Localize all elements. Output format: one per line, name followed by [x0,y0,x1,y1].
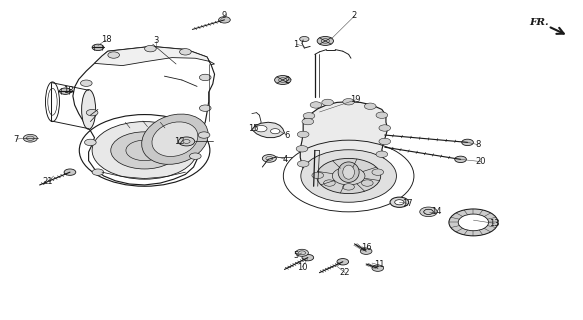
Circle shape [92,122,197,179]
Text: 22: 22 [340,268,350,277]
Circle shape [317,36,333,45]
Circle shape [297,161,309,167]
Circle shape [372,265,384,271]
Circle shape [324,180,335,186]
Circle shape [219,17,230,23]
Circle shape [199,74,211,81]
Circle shape [23,134,37,142]
Circle shape [376,112,388,118]
Circle shape [343,184,354,190]
Circle shape [108,52,120,58]
Ellipse shape [152,122,198,156]
Circle shape [455,156,466,163]
Circle shape [372,169,384,175]
Text: 6: 6 [284,131,290,140]
Text: 18: 18 [64,86,74,95]
Circle shape [271,129,280,134]
Circle shape [296,249,308,256]
Text: 4: 4 [283,155,289,164]
Text: 8: 8 [475,140,481,149]
Circle shape [317,158,381,194]
Circle shape [85,139,96,146]
Ellipse shape [338,162,359,182]
Circle shape [343,99,354,105]
Text: 12: 12 [174,137,185,146]
Circle shape [198,132,210,138]
Text: 10: 10 [297,263,307,272]
Polygon shape [252,122,285,138]
Circle shape [376,151,388,157]
Text: 13: 13 [489,219,500,228]
Text: 9: 9 [222,12,227,20]
Circle shape [145,45,156,52]
Text: 7: 7 [13,135,19,144]
Text: 14: 14 [431,207,441,216]
Text: 3: 3 [153,36,159,45]
Circle shape [262,155,276,162]
Circle shape [275,76,291,84]
Circle shape [361,180,373,186]
Text: 15: 15 [248,124,259,133]
Circle shape [255,125,267,132]
Circle shape [379,125,391,131]
Circle shape [462,139,473,146]
Text: 18: 18 [101,36,111,44]
Circle shape [199,105,211,111]
Circle shape [420,207,437,217]
Circle shape [297,131,309,138]
Circle shape [302,254,314,261]
Circle shape [111,132,178,169]
Circle shape [301,150,396,202]
Circle shape [322,99,333,106]
Circle shape [312,172,324,179]
Circle shape [310,102,322,108]
Circle shape [64,169,76,175]
Circle shape [360,248,372,254]
Circle shape [303,113,315,119]
Text: 2: 2 [284,76,290,85]
Text: 11: 11 [374,260,384,269]
Text: 17: 17 [402,199,412,208]
Circle shape [458,214,489,231]
Ellipse shape [343,165,354,179]
Circle shape [189,153,201,159]
Circle shape [390,197,409,207]
Text: 2: 2 [352,12,357,20]
Text: FR.: FR. [529,18,549,27]
Circle shape [364,103,376,109]
Circle shape [80,80,92,86]
Circle shape [296,146,308,152]
Circle shape [92,44,104,51]
Polygon shape [300,102,388,187]
Text: 1: 1 [293,40,299,49]
Circle shape [92,169,104,175]
Text: 5: 5 [293,252,299,260]
Circle shape [86,109,98,116]
Ellipse shape [142,114,208,164]
Circle shape [395,200,404,205]
Circle shape [59,88,71,94]
Polygon shape [94,46,215,66]
Circle shape [300,36,309,42]
Text: 19: 19 [350,95,361,104]
Text: 20: 20 [476,157,486,166]
Circle shape [180,49,191,55]
Text: 16: 16 [361,244,371,252]
Circle shape [178,137,195,146]
Circle shape [449,209,498,236]
Text: 21: 21 [43,177,53,186]
Circle shape [379,138,391,145]
Ellipse shape [82,90,96,129]
Circle shape [302,118,314,125]
Circle shape [337,259,349,265]
